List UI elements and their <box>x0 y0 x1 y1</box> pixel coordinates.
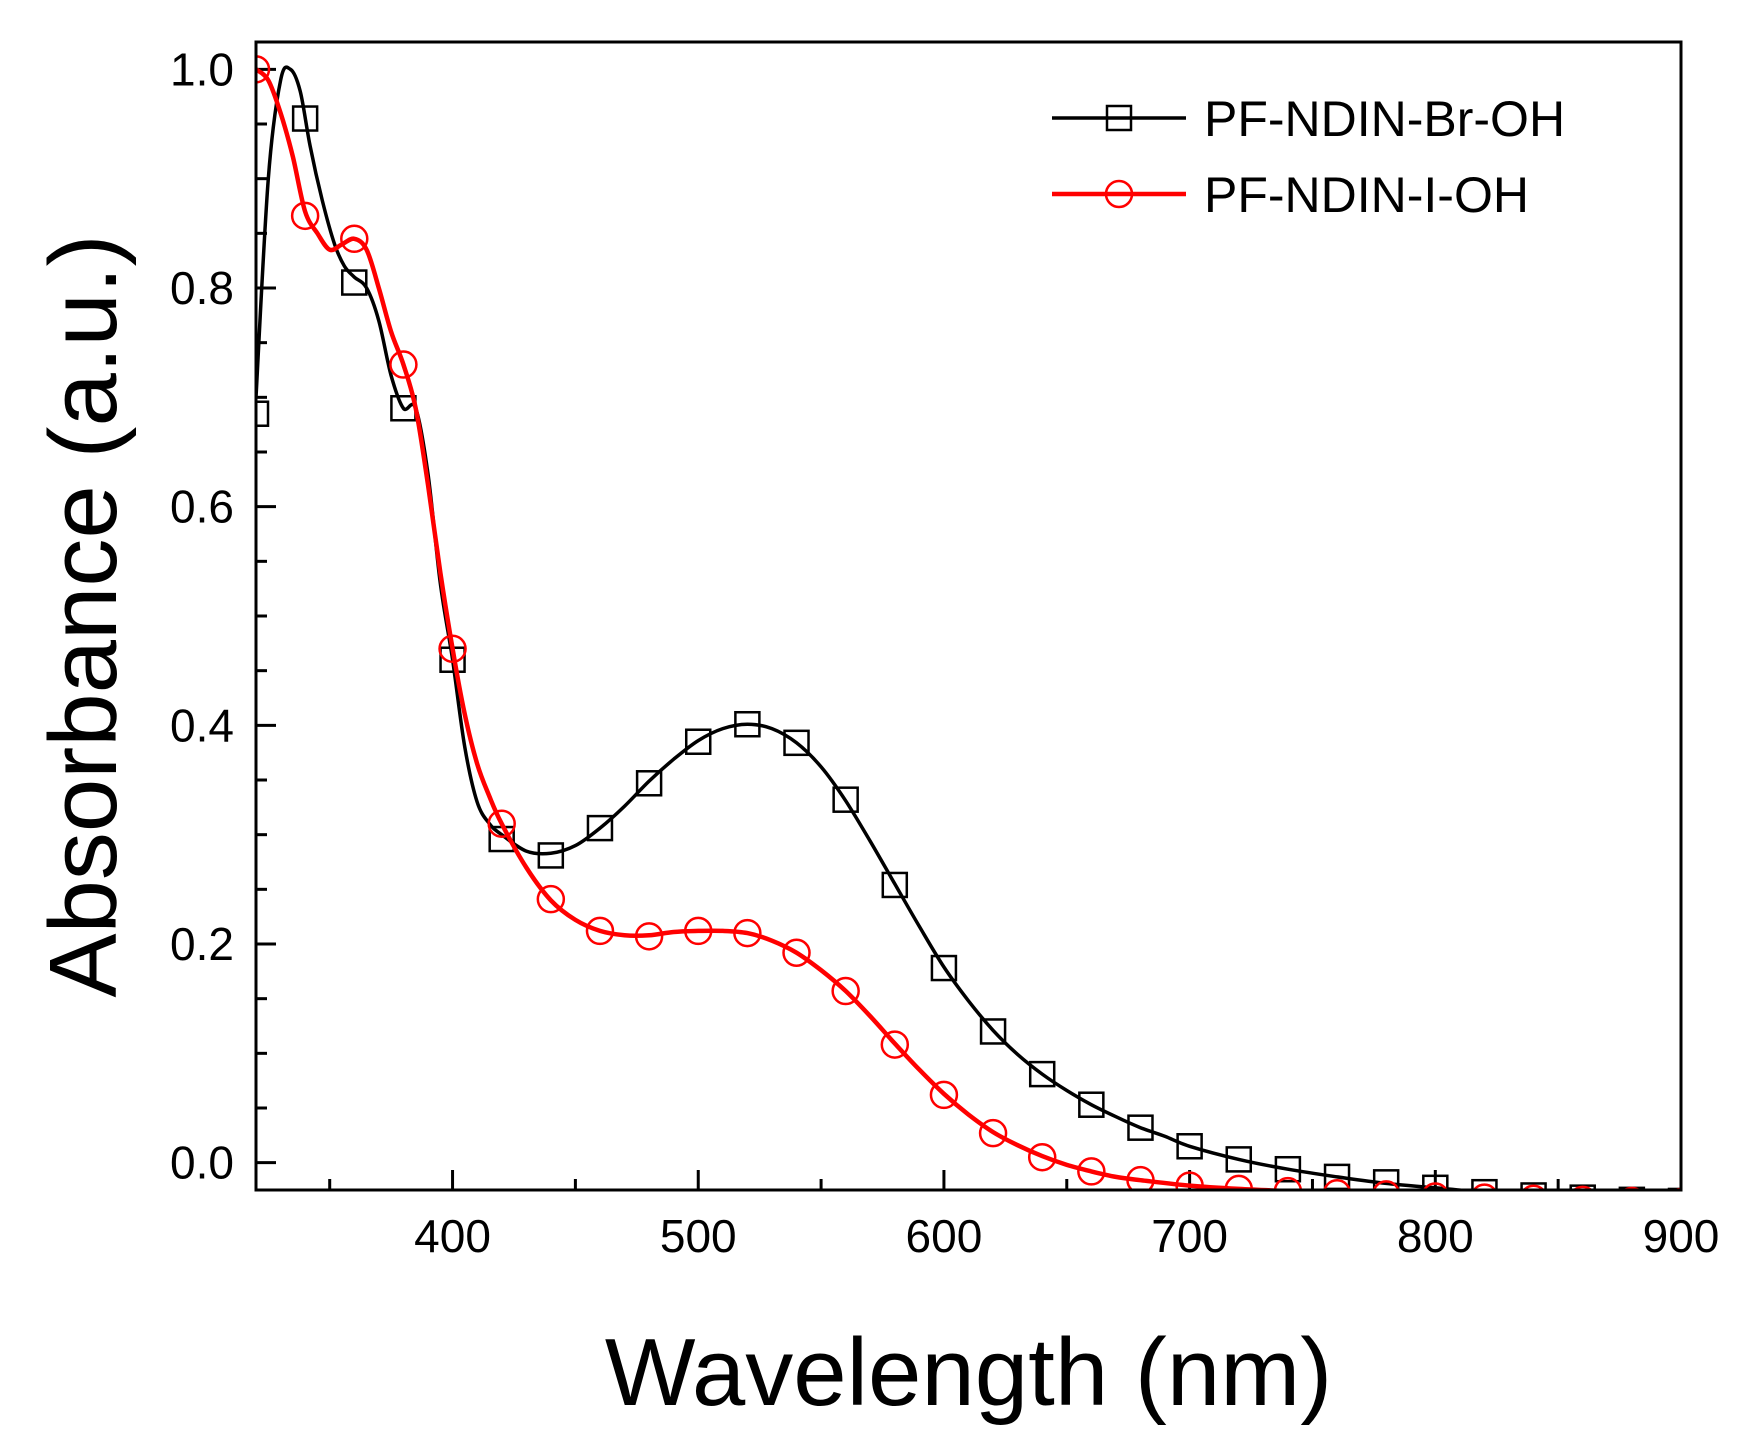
legend-item-pf-ndin-br-oh: PF-NDIN-Br-OH <box>1052 91 1565 147</box>
data-point-pf-ndin-br-oh <box>734 710 761 738</box>
data-point-pf-ndin-br-oh <box>783 729 810 757</box>
data-point-pf-ndin-i-oh <box>1422 1182 1448 1190</box>
data-point-pf-ndin-i-oh <box>1077 1157 1106 1186</box>
x-tick-label: 700 <box>1151 1210 1228 1262</box>
minor-ticks <box>256 122 1560 1190</box>
y-tick-label: 0.8 <box>170 262 234 314</box>
data-point-pf-ndin-i-oh <box>1572 1185 1594 1190</box>
x-tick-label: 600 <box>906 1210 983 1262</box>
series-line-pf-ndin-i-oh <box>256 67 1313 1190</box>
plot-frame <box>254 40 1683 1192</box>
series-line-pf-ndin-br-oh <box>256 65 1479 1190</box>
data-point-pf-ndin-br-oh <box>635 770 663 797</box>
data-point-pf-ndin-br-oh <box>1225 1146 1253 1173</box>
y-axis-title: Absorbance (a.u.) <box>30 234 137 997</box>
data-point-pf-ndin-i-oh <box>1126 1165 1155 1190</box>
data-point-pf-ndin-br-oh <box>1422 1174 1449 1190</box>
data-point-pf-ndin-i-oh <box>634 922 664 951</box>
data-point-pf-ndin-br-oh <box>537 842 565 869</box>
data-point-pf-ndin-br-oh <box>256 400 270 427</box>
data-point-pf-ndin-br-oh <box>1078 1091 1105 1118</box>
data-point-pf-ndin-i-oh <box>340 224 369 254</box>
y-tick-label: 1.0 <box>170 43 234 95</box>
data-point-pf-ndin-br-oh <box>586 814 614 842</box>
plot-content <box>256 55 1681 1190</box>
data-point-pf-ndin-br-oh <box>881 871 909 899</box>
legend-item-pf-ndin-i-oh: PF-NDIN-I-OH <box>1052 167 1529 223</box>
data-point-pf-ndin-i-oh <box>831 976 860 1006</box>
data-point-pf-ndin-br-oh <box>684 728 712 755</box>
data-point-pf-ndin-i-oh <box>1522 1184 1545 1190</box>
data-point-pf-ndin-i-oh <box>389 350 418 379</box>
legend-marker <box>1105 104 1133 132</box>
data-point-pf-ndin-i-oh <box>1175 1171 1204 1190</box>
data-point-pf-ndin-i-oh <box>782 938 811 967</box>
data-point-pf-ndin-br-oh <box>832 786 859 813</box>
data-point-pf-ndin-br-oh <box>1520 1182 1547 1190</box>
data-point-pf-ndin-i-oh <box>1027 1142 1057 1172</box>
data-point-pf-ndin-i-oh <box>1472 1183 1497 1190</box>
data-point-pf-ndin-br-oh <box>1028 1060 1056 1088</box>
data-point-pf-ndin-i-oh <box>1323 1179 1351 1190</box>
data-point-pf-ndin-i-oh <box>929 1080 959 1110</box>
data-point-pf-ndin-i-oh <box>536 884 566 914</box>
legend: PF-NDIN-Br-OH PF-NDIN-I-OH <box>1052 91 1565 223</box>
series-pf-ndin-i-oh <box>256 55 1681 1190</box>
data-point-pf-ndin-i-oh <box>290 201 320 231</box>
data-point-pf-ndin-i-oh <box>1372 1180 1400 1190</box>
legend-marker <box>1104 179 1134 209</box>
legend-label: PF-NDIN-I-OH <box>1204 167 1529 223</box>
series-pf-ndin-br-oh <box>256 65 1681 1190</box>
y-tick-label: 0.4 <box>170 699 234 751</box>
x-tick-label: 400 <box>414 1210 491 1262</box>
data-point-pf-ndin-br-oh <box>341 269 368 296</box>
y-tick-label: 0.2 <box>170 918 234 970</box>
y-tick-label: 0.0 <box>170 1137 234 1189</box>
y-tick-labels: 0.0 0.2 0.4 0.6 0.8 1.0 <box>170 43 234 1188</box>
x-tick-label: 800 <box>1397 1210 1474 1262</box>
data-point-pf-ndin-br-oh <box>930 954 958 982</box>
data-point-pf-ndin-i-oh <box>256 55 271 84</box>
y-tick-label: 0.6 <box>170 481 234 533</box>
data-point-pf-ndin-i-oh <box>438 634 467 664</box>
x-axis-title: Wavelength (nm) <box>605 1319 1332 1426</box>
data-point-pf-ndin-i-oh <box>978 1118 1008 1148</box>
data-point-pf-ndin-i-oh <box>1622 1186 1641 1190</box>
x-tick-labels: 400 500 600 700 800 900 <box>414 1210 1719 1262</box>
data-point-pf-ndin-i-oh <box>880 1030 910 1059</box>
data-point-pf-ndin-br-oh <box>979 1018 1007 1045</box>
data-point-pf-ndin-i-oh <box>1273 1176 1303 1190</box>
major-ticks <box>256 67 1683 1190</box>
data-point-pf-ndin-br-oh <box>1372 1169 1400 1190</box>
data-point-pf-ndin-i-oh <box>487 809 516 838</box>
data-point-pf-ndin-i-oh <box>733 918 762 948</box>
data-point-pf-ndin-br-oh <box>1274 1155 1302 1183</box>
data-point-pf-ndin-br-oh <box>1471 1178 1498 1190</box>
data-point-pf-ndin-i-oh <box>585 916 615 946</box>
data-point-pf-ndin-i-oh <box>683 916 713 946</box>
legend-label: PF-NDIN-Br-OH <box>1204 91 1565 147</box>
x-tick-label: 500 <box>660 1210 737 1262</box>
data-point-pf-ndin-br-oh <box>291 105 319 132</box>
x-tick-label: 900 <box>1643 1210 1720 1262</box>
data-point-pf-ndin-br-oh <box>1176 1133 1203 1160</box>
data-point-pf-ndin-br-oh <box>1127 1114 1154 1141</box>
